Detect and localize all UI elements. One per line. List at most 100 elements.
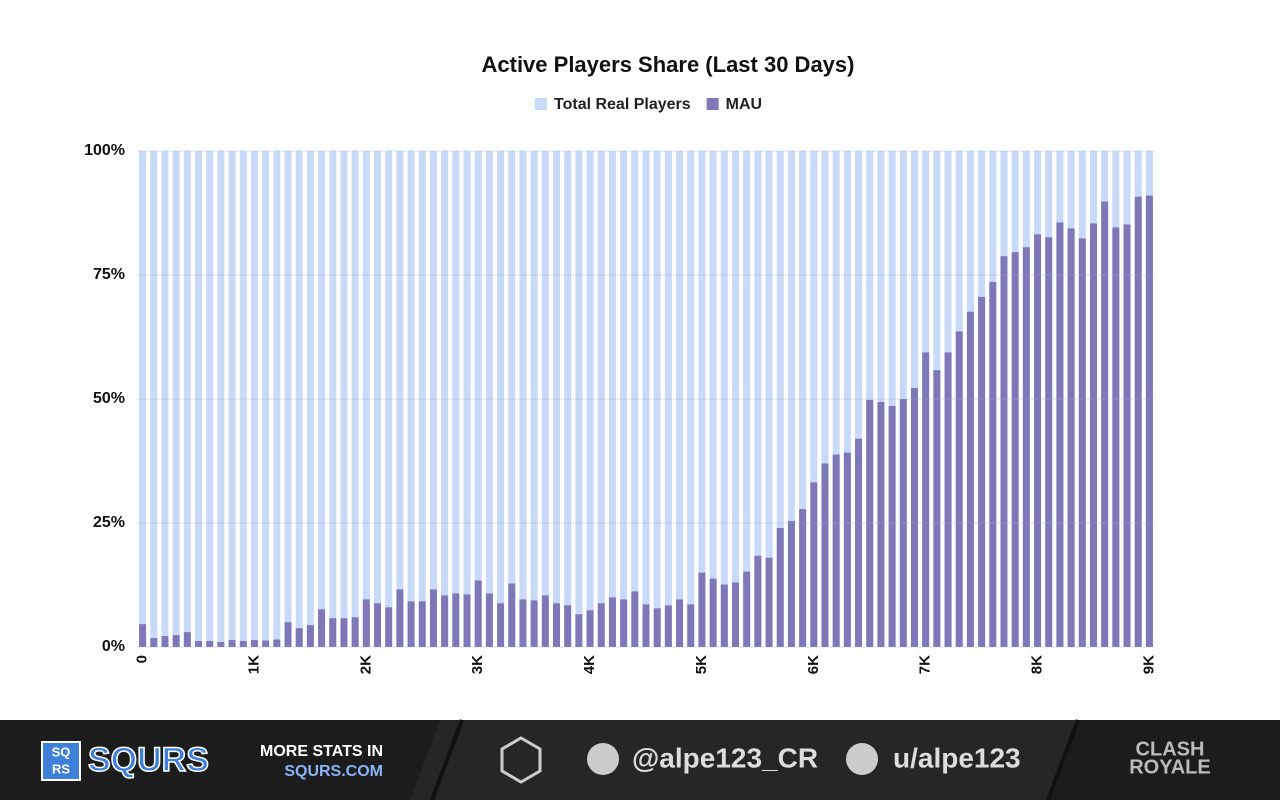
bar (474, 580, 482, 647)
bar (273, 639, 281, 647)
bar (676, 599, 684, 647)
bar (664, 605, 672, 647)
bar (239, 641, 247, 647)
bar (463, 594, 471, 647)
x-tick-label: 9K (1140, 655, 1157, 674)
bar (139, 624, 147, 647)
bar (597, 603, 605, 647)
x-tick-label: 3K (469, 655, 486, 674)
y-tick-label: 75% (93, 266, 125, 283)
game-logo: ROYALE (1129, 756, 1211, 778)
legend-swatch (535, 98, 547, 110)
twitter-icon (587, 743, 619, 775)
x-tick-label: 4K (581, 655, 598, 674)
bar (944, 352, 952, 647)
x-tick-label: 7K (917, 655, 934, 674)
x-tick-label: 2K (357, 655, 374, 674)
bar (329, 618, 337, 647)
more-stats: MORE STATS IN (260, 743, 383, 760)
bar (1112, 227, 1120, 647)
bar (351, 617, 359, 647)
bar (866, 399, 874, 647)
hex-icon (500, 736, 542, 784)
bar (441, 595, 449, 647)
bar (698, 572, 706, 647)
bar (955, 331, 963, 647)
bar (787, 521, 795, 647)
bar (340, 618, 348, 647)
bar (776, 527, 784, 647)
bar (720, 584, 728, 647)
bar (877, 401, 885, 647)
bar (832, 454, 840, 647)
bar (910, 388, 918, 647)
bar (989, 281, 997, 647)
bar (978, 296, 986, 647)
footer: SQ RS SQURS MORE STATS IN SQURS.COM @alp… (0, 719, 1280, 801)
bar (407, 601, 415, 647)
legend-swatch (706, 98, 719, 110)
bar (743, 571, 751, 647)
bar (709, 578, 717, 647)
bar (530, 600, 538, 647)
bar (642, 604, 650, 647)
bar (396, 589, 404, 647)
bar (206, 641, 214, 647)
bar (799, 509, 807, 647)
bar (385, 607, 393, 647)
y-tick-label: 0% (102, 638, 125, 655)
reddit-icon (846, 743, 878, 775)
twitter: @alpe123_CR (632, 742, 818, 773)
bar (553, 603, 561, 647)
bar (295, 628, 303, 647)
bar (687, 604, 695, 647)
bar (1056, 222, 1064, 647)
separator (430, 719, 464, 801)
bar (754, 555, 762, 647)
bar (150, 638, 158, 647)
site: SQURS.COM (284, 763, 383, 780)
x-tick-label: 8K (1029, 655, 1046, 674)
bar (1145, 195, 1153, 647)
legend-label: Total Real Players (554, 96, 691, 113)
bar (541, 595, 549, 647)
y-tick-label: 50% (93, 390, 125, 407)
bar (922, 352, 930, 647)
bar (485, 593, 493, 647)
bar (497, 603, 505, 647)
bar (843, 452, 851, 647)
bar (429, 589, 437, 647)
footer-panel (410, 720, 1080, 800)
logo-text: SQ (52, 744, 71, 759)
bar (933, 370, 941, 647)
bar (586, 610, 594, 647)
bar (1089, 223, 1097, 647)
x-tick-label: 6K (805, 655, 822, 674)
legend-label: MAU (726, 96, 762, 113)
x-tick-label: 1K (245, 655, 262, 674)
squrs-logo (41, 741, 81, 781)
bar (318, 609, 326, 647)
bar (418, 601, 426, 647)
bar (821, 463, 829, 647)
bar (631, 591, 639, 647)
bar (1000, 256, 1008, 647)
bar (374, 603, 382, 647)
bar (1034, 234, 1042, 647)
y-tick-label: 100% (84, 142, 125, 159)
bar (262, 640, 270, 647)
bar (620, 599, 628, 647)
bar (362, 599, 370, 647)
x-tick-label: 0 (134, 655, 151, 663)
game-logo: CLASH (1136, 738, 1205, 760)
bar (217, 642, 225, 647)
bar (161, 636, 169, 647)
logo-text: RS (52, 761, 70, 776)
bar (183, 632, 191, 647)
bar (888, 405, 896, 647)
bar (608, 597, 616, 647)
bar (653, 608, 661, 647)
bar (519, 599, 527, 647)
bar (575, 614, 583, 647)
